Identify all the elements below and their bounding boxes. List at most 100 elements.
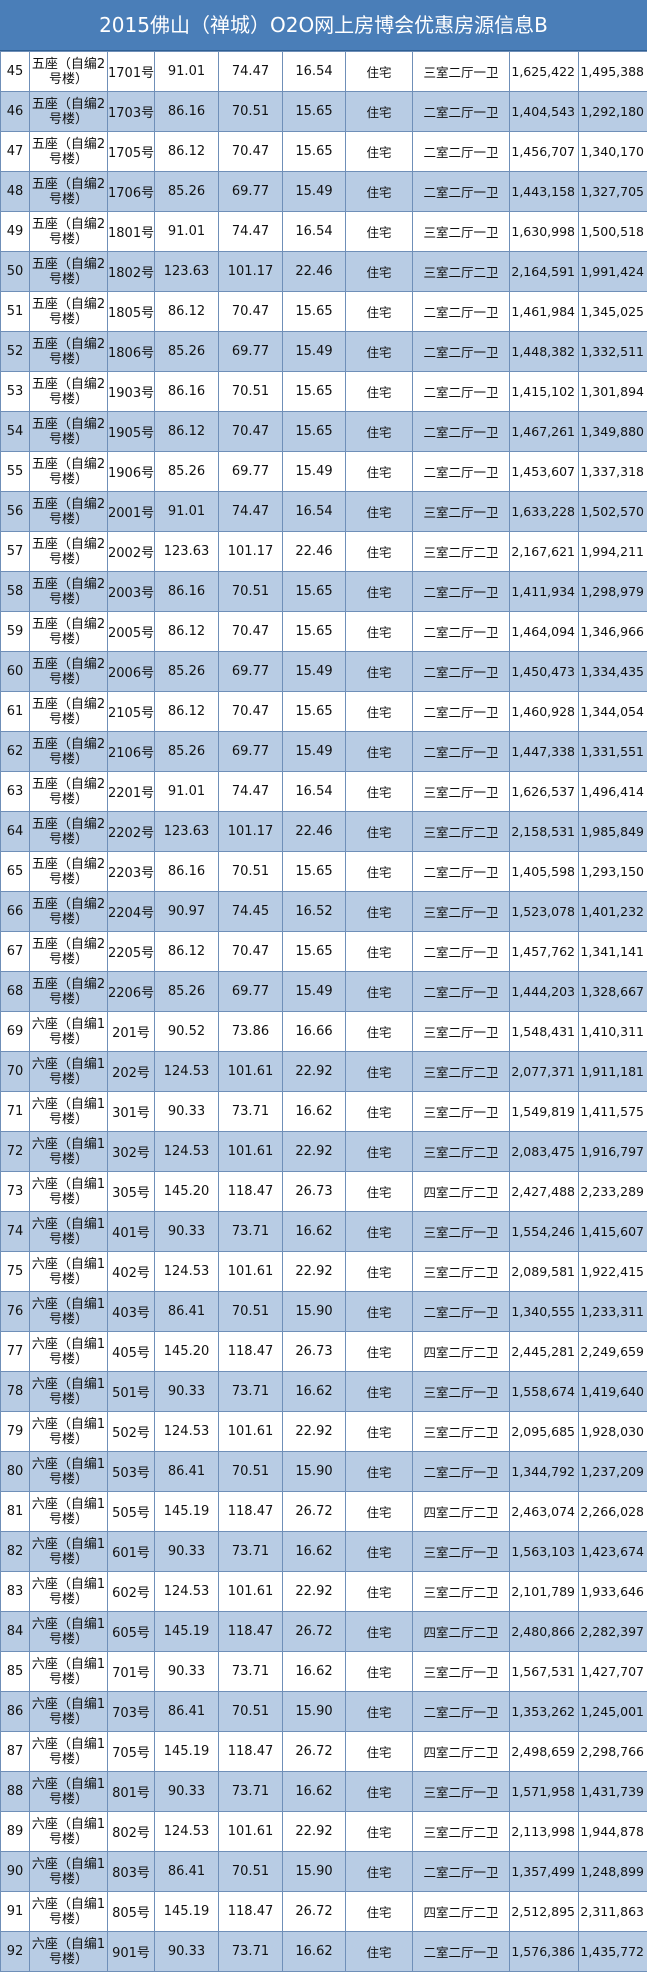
- gross-area-cell: 91.01: [155, 52, 219, 92]
- discount-price-cell: 1,933,646: [579, 1572, 647, 1612]
- gross-area-cell: 145.19: [155, 1492, 219, 1532]
- gross-area-cell: 90.33: [155, 1212, 219, 1252]
- row-number: 67: [1, 932, 30, 972]
- row-number: 81: [1, 1492, 30, 1532]
- usage-type-cell: 住宅: [346, 1292, 413, 1332]
- layout-cell: 三室二厅一卫: [413, 772, 510, 812]
- row-number: 69: [1, 1012, 30, 1052]
- discount-price-cell: 1,994,211: [579, 532, 647, 572]
- row-number: 88: [1, 1772, 30, 1812]
- row-number: 63: [1, 772, 30, 812]
- building-cell: 六座（自编1号楼）: [30, 1492, 108, 1532]
- shared-area-cell: 15.65: [283, 372, 346, 412]
- building-cell: 六座（自编1号楼）: [30, 1892, 108, 1932]
- shared-area-cell: 16.62: [283, 1532, 346, 1572]
- shared-area-cell: 22.92: [283, 1572, 346, 1612]
- usage-type-cell: 住宅: [346, 892, 413, 932]
- shared-area-cell: 15.65: [283, 132, 346, 172]
- unit-cell: 202号: [108, 1052, 155, 1092]
- shared-area-cell: 15.65: [283, 412, 346, 452]
- shared-area-cell: 26.72: [283, 1612, 346, 1652]
- original-price-cell: 1,523,078: [510, 892, 579, 932]
- usage-type-cell: 住宅: [346, 1532, 413, 1572]
- discount-price-cell: 2,249,659: [579, 1332, 647, 1372]
- discount-price-cell: 1,496,414: [579, 772, 647, 812]
- net-area-cell: 74.47: [219, 772, 283, 812]
- layout-cell: 四室二厅二卫: [413, 1892, 510, 1932]
- net-area-cell: 118.47: [219, 1732, 283, 1772]
- net-area-cell: 74.47: [219, 492, 283, 532]
- layout-cell: 三室二厅二卫: [413, 1252, 510, 1292]
- row-number: 61: [1, 692, 30, 732]
- building-cell: 五座（自编2号楼）: [30, 92, 108, 132]
- gross-area-cell: 85.26: [155, 452, 219, 492]
- usage-type-cell: 住宅: [346, 132, 413, 172]
- unit-cell: 1703号: [108, 92, 155, 132]
- layout-cell: 二室二厅一卫: [413, 1452, 510, 1492]
- gross-area-cell: 85.26: [155, 972, 219, 1012]
- building-cell: 五座（自编2号楼）: [30, 932, 108, 972]
- discount-price-cell: 1,500,518: [579, 212, 647, 252]
- layout-cell: 三室二厅一卫: [413, 492, 510, 532]
- building-cell: 五座（自编2号楼）: [30, 532, 108, 572]
- discount-price-cell: 1,298,979: [579, 572, 647, 612]
- gross-area-cell: 123.63: [155, 532, 219, 572]
- usage-type-cell: 住宅: [346, 1932, 413, 1972]
- discount-price-cell: 1,346,966: [579, 612, 647, 652]
- original-price-cell: 2,095,685: [510, 1412, 579, 1452]
- unit-cell: 2005号: [108, 612, 155, 652]
- layout-cell: 二室二厅一卫: [413, 1852, 510, 1892]
- row-number: 53: [1, 372, 30, 412]
- net-area-cell: 70.51: [219, 372, 283, 412]
- shared-area-cell: 15.90: [283, 1852, 346, 1892]
- discount-price-cell: 1,301,894: [579, 372, 647, 412]
- original-price-cell: 1,404,543: [510, 92, 579, 132]
- gross-area-cell: 86.12: [155, 132, 219, 172]
- building-cell: 六座（自编1号楼）: [30, 1172, 108, 1212]
- shared-area-cell: 16.66: [283, 1012, 346, 1052]
- gross-area-cell: 86.12: [155, 412, 219, 452]
- layout-cell: 三室二厅一卫: [413, 1532, 510, 1572]
- net-area-cell: 73.86: [219, 1012, 283, 1052]
- discount-price-cell: 1,245,001: [579, 1692, 647, 1732]
- usage-type-cell: 住宅: [346, 1492, 413, 1532]
- net-area-cell: 73.71: [219, 1932, 283, 1972]
- gross-area-cell: 124.53: [155, 1812, 219, 1852]
- row-number: 75: [1, 1252, 30, 1292]
- unit-cell: 2205号: [108, 932, 155, 972]
- row-number: 51: [1, 292, 30, 332]
- original-price-cell: 2,089,581: [510, 1252, 579, 1292]
- usage-type-cell: 住宅: [346, 1452, 413, 1492]
- shared-area-cell: 15.65: [283, 852, 346, 892]
- original-price-cell: 1,571,958: [510, 1772, 579, 1812]
- shared-area-cell: 16.54: [283, 52, 346, 92]
- building-cell: 六座（自编1号楼）: [30, 1692, 108, 1732]
- discount-price-cell: 2,311,863: [579, 1892, 647, 1932]
- building-cell: 五座（自编2号楼）: [30, 132, 108, 172]
- gross-area-cell: 86.41: [155, 1692, 219, 1732]
- building-cell: 六座（自编1号楼）: [30, 1772, 108, 1812]
- layout-cell: 三室二厅一卫: [413, 212, 510, 252]
- original-price-cell: 1,450,473: [510, 652, 579, 692]
- layout-cell: 二室二厅一卫: [413, 692, 510, 732]
- shared-area-cell: 15.65: [283, 572, 346, 612]
- discount-price-cell: 1,410,311: [579, 1012, 647, 1052]
- shared-area-cell: 26.72: [283, 1892, 346, 1932]
- discount-price-cell: 1,327,705: [579, 172, 647, 212]
- original-price-cell: 1,625,422: [510, 52, 579, 92]
- discount-price-cell: 2,298,766: [579, 1732, 647, 1772]
- net-area-cell: 69.77: [219, 172, 283, 212]
